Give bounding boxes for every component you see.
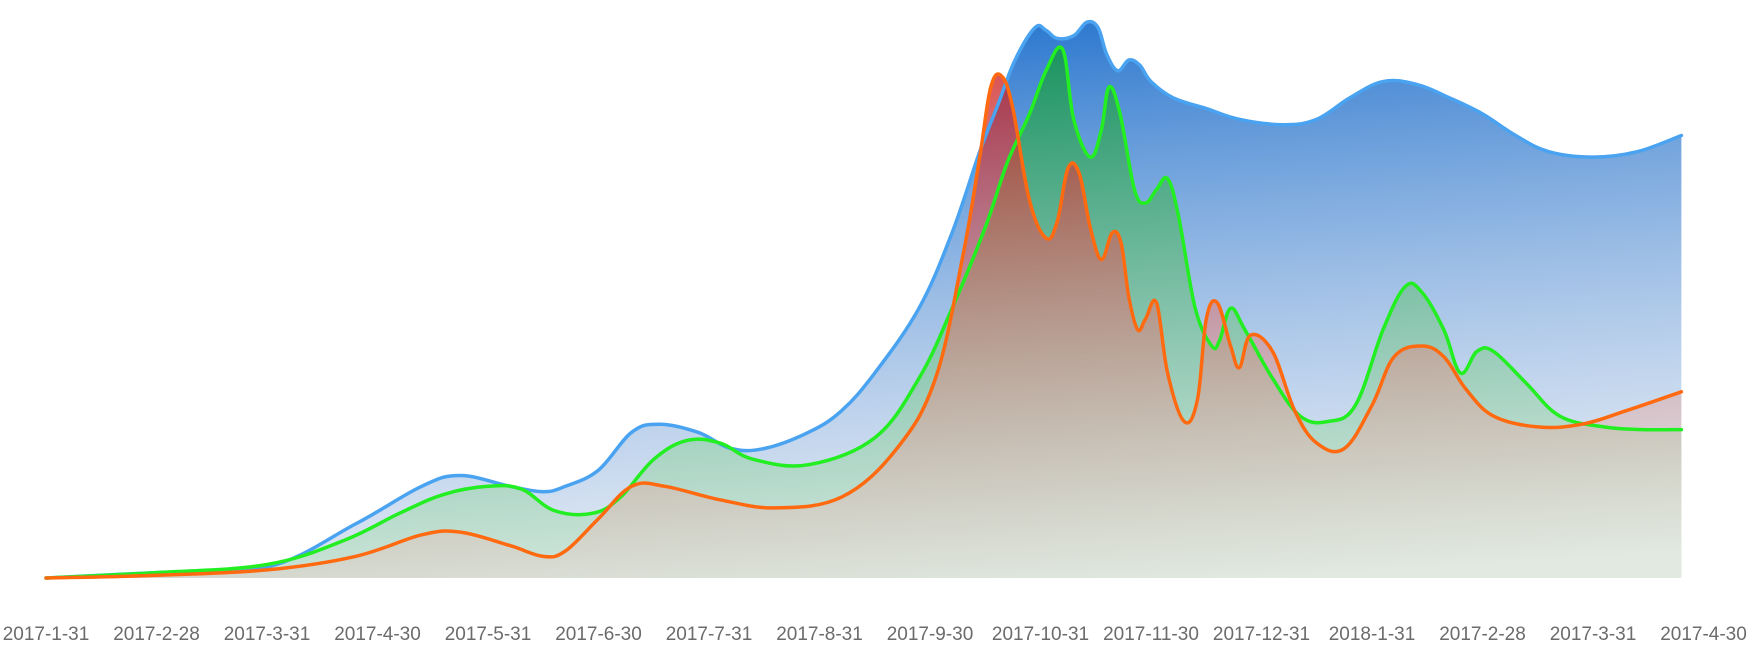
x-tick-label: 2017-10-31 [992, 624, 1089, 645]
series-1-line [44, 19, 1684, 580]
areas-layer [46, 21, 1682, 578]
x-tick-label: 2017-8-31 [776, 624, 863, 645]
x-tick-label: 2017-2-28 [1439, 624, 1526, 645]
x-tick-label: 2017-2-28 [113, 624, 200, 645]
x-tick-label: 2018-1-31 [1329, 624, 1416, 645]
series-2-line [44, 45, 1684, 580]
x-tick-label: 2017-4-30 [334, 624, 421, 645]
x-tick-label: 2017-3-31 [224, 624, 311, 645]
x-tick-label: 2017-1-31 [3, 624, 90, 645]
x-tick-label: 2017-9-30 [887, 624, 974, 645]
x-tick-label: 2017-12-31 [1213, 624, 1310, 645]
x-tick-label: 2017-4-30 [1660, 624, 1747, 645]
x-tick-label: 2017-6-30 [555, 624, 642, 645]
series-3-line [44, 72, 1684, 580]
x-axis-tick-labels: 2017-1-31 2017-2-28 2017-3-31 2017-4-30 2017… [3, 624, 1747, 645]
x-tick-label: 2017-7-31 [666, 624, 753, 645]
lines-layer [44, 19, 1684, 580]
x-tick-label: 2017-5-31 [445, 624, 532, 645]
series-3-area [46, 74, 1682, 578]
x-tick-label: 2017-11-30 [1103, 624, 1199, 645]
x-tick-label: 2017-3-31 [1550, 624, 1637, 645]
